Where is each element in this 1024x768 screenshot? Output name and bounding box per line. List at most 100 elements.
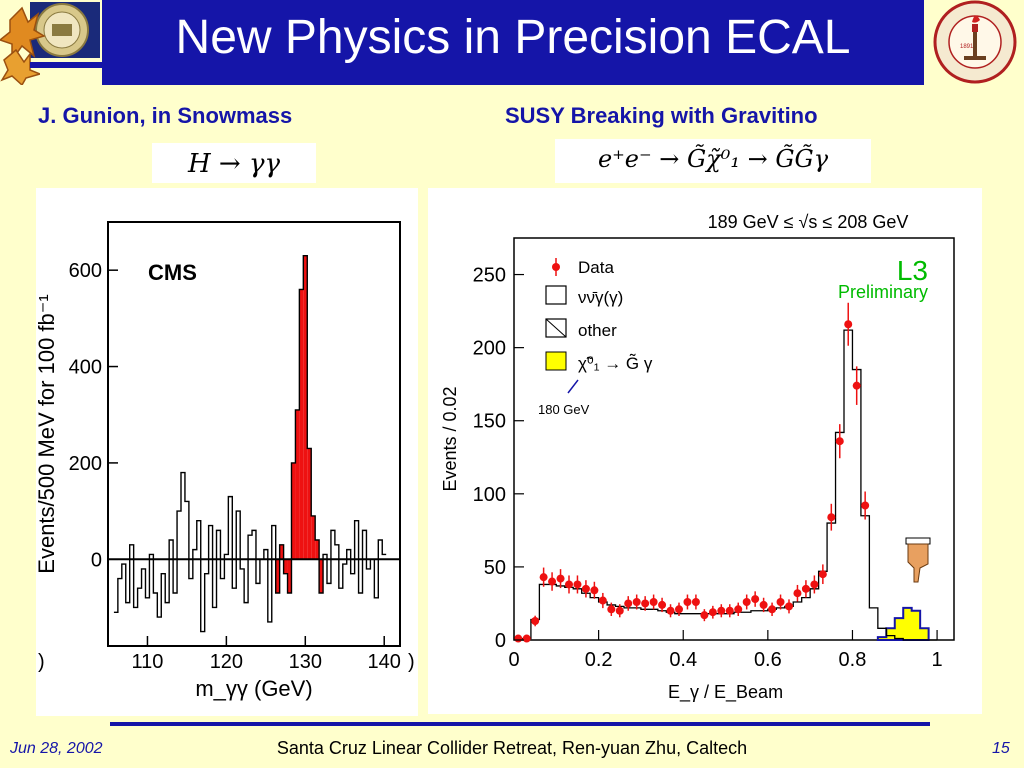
cms-signal-bin xyxy=(299,289,304,560)
l3-data-point xyxy=(810,580,819,589)
l3-y-axis-label: Events / 0.02 xyxy=(440,386,460,491)
l3-status-label: Preliminary xyxy=(838,282,928,302)
l3-x-tick-label: 0 xyxy=(508,649,519,671)
cms-signal-bin xyxy=(319,559,324,593)
l3-data-point xyxy=(590,586,599,595)
l3-plot-frame xyxy=(513,237,955,641)
cms-x-tick-label: 130 xyxy=(289,651,322,673)
l3-data-point xyxy=(607,605,616,614)
cms-x-tick-label: 110 xyxy=(132,651,164,673)
caltech-year: 1891 xyxy=(960,44,974,50)
l3-chart-panel: 0 0.2 0.4 0.6 0.8 1 0 50 100 150 200 250 189 GeV ≤ √… xyxy=(428,188,982,714)
cms-signal-bin xyxy=(311,515,316,560)
l3-data-point xyxy=(539,573,548,582)
cms-edge-tick-label: ) xyxy=(38,651,45,673)
l3-experiment-label: L3 xyxy=(897,255,928,286)
l3-data-point xyxy=(759,600,768,609)
l3-x-tick-label: 0.2 xyxy=(585,649,613,671)
l3-data-point xyxy=(768,605,777,614)
l3-data-point xyxy=(548,577,557,586)
cms-y-axis-label: Events/500 MeV for 100 fb⁻¹ xyxy=(36,294,59,573)
l3-data-point xyxy=(658,600,667,609)
l3-data-point xyxy=(717,606,726,615)
legend-label: Data xyxy=(578,258,614,277)
cms-signal-bin xyxy=(283,559,288,574)
l3-data-point xyxy=(691,597,700,606)
cms-y-tick-label: 200 xyxy=(69,453,102,475)
l3-data-point xyxy=(581,584,590,593)
slide-title: New Physics in Precision ECAL xyxy=(175,11,851,64)
l3-data-point xyxy=(649,597,658,606)
l3-data-point xyxy=(522,634,531,643)
cms-plot-frame xyxy=(107,221,401,647)
footer-date: Jun 28, 2002 xyxy=(10,740,103,757)
l3-data-point xyxy=(531,616,540,625)
legend-label: νν̄γ(γ) xyxy=(578,288,623,307)
left-heading: J. Gunion, in Snowmass xyxy=(38,103,293,128)
l3-x-tick-label: 0.4 xyxy=(669,649,697,671)
l3-y-tick-label: 50 xyxy=(484,557,506,579)
l3-data-point xyxy=(751,595,760,604)
cms-x-tick-label: 140 xyxy=(368,651,401,673)
l3-data-point xyxy=(514,634,523,643)
l3-data-point xyxy=(598,596,607,605)
l3-data-point xyxy=(675,605,683,614)
legend-data-marker xyxy=(552,263,560,271)
l3-data-point xyxy=(844,320,853,329)
legend-label: other xyxy=(578,321,617,340)
l3-title: 189 GeV ≤ √s ≤ 208 GeV xyxy=(708,212,909,232)
hand-shape xyxy=(907,543,929,583)
pointing-hand-icon xyxy=(905,537,931,583)
l3-data-point xyxy=(556,574,565,583)
legend-mass-note: 180 GeV xyxy=(538,402,590,417)
legend-mass-pointer xyxy=(567,379,579,394)
l3-data-point xyxy=(827,513,836,522)
l3-data-point xyxy=(725,606,734,615)
l3-data-point xyxy=(624,599,633,608)
l3-data-point xyxy=(683,597,692,606)
l3-data-point xyxy=(573,580,582,589)
cms-x-axis-label: m_γγ (GeV) xyxy=(195,676,312,701)
l3-data-point xyxy=(700,611,709,620)
cms-histogram-line xyxy=(113,255,387,633)
l3-data-point xyxy=(861,501,870,510)
l3-mc-histogram xyxy=(514,329,938,641)
page-number: 15 xyxy=(992,740,1010,757)
footer-credit: Santa Cruz Linear Collider Retreat, Ren-… xyxy=(276,738,748,758)
l3-data-point xyxy=(818,570,827,579)
l3-x-tick-label: 1 xyxy=(932,649,943,671)
title-bar: New Physics in Precision ECAL xyxy=(102,0,924,85)
cms-label: CMS xyxy=(148,260,197,285)
right-heading: SUSY Breaking with Gravitino xyxy=(505,103,818,128)
cms-signal-bin xyxy=(303,255,308,560)
slide-header: New Physics in Precision ECAL 1891 xyxy=(0,0,1024,85)
l3-data-point xyxy=(641,599,650,608)
uc-seal-logo xyxy=(0,0,102,85)
legend-label: χ̃⁰₁ → G̃ γ xyxy=(578,353,653,373)
cms-signal-bin xyxy=(315,540,320,560)
cms-signal-bin xyxy=(307,448,312,560)
caltech-seal-logo: 1891 xyxy=(926,0,1024,85)
cms-y-tick-label: 600 xyxy=(69,260,102,282)
l3-x-axis-label: E_γ / E_Beam xyxy=(668,682,783,703)
cms-signal-bin xyxy=(291,462,296,560)
cms-signal-bin xyxy=(287,559,292,593)
cms-signal-bin xyxy=(275,559,280,593)
l3-data-point xyxy=(793,589,802,598)
l3-data-point xyxy=(565,580,573,589)
cms-y-tick-label: 400 xyxy=(69,357,102,379)
cms-signal-bin xyxy=(279,544,284,560)
higgs-formula: H → γγ xyxy=(152,143,316,183)
cms-edge-tick-label: ) xyxy=(408,651,415,673)
l3-data-point xyxy=(835,437,844,446)
l3-data-point xyxy=(708,608,717,617)
l3-x-tick-label: 0.8 xyxy=(839,649,867,671)
l3-chart: 0 0.2 0.4 0.6 0.8 1 0 50 100 150 200 250 189 GeV ≤ √… xyxy=(440,212,955,703)
l3-data-point xyxy=(801,584,810,593)
cms-chart: 110 120 130 140 0 200 400 600)) Events/500 MeV f… xyxy=(34,221,415,701)
cms-y-tick-label: 0 xyxy=(91,549,102,571)
l3-data-point xyxy=(742,597,751,606)
legend-other-hatch xyxy=(545,318,567,338)
l3-data-point xyxy=(615,606,624,615)
l3-y-tick-label: 250 xyxy=(473,265,506,287)
